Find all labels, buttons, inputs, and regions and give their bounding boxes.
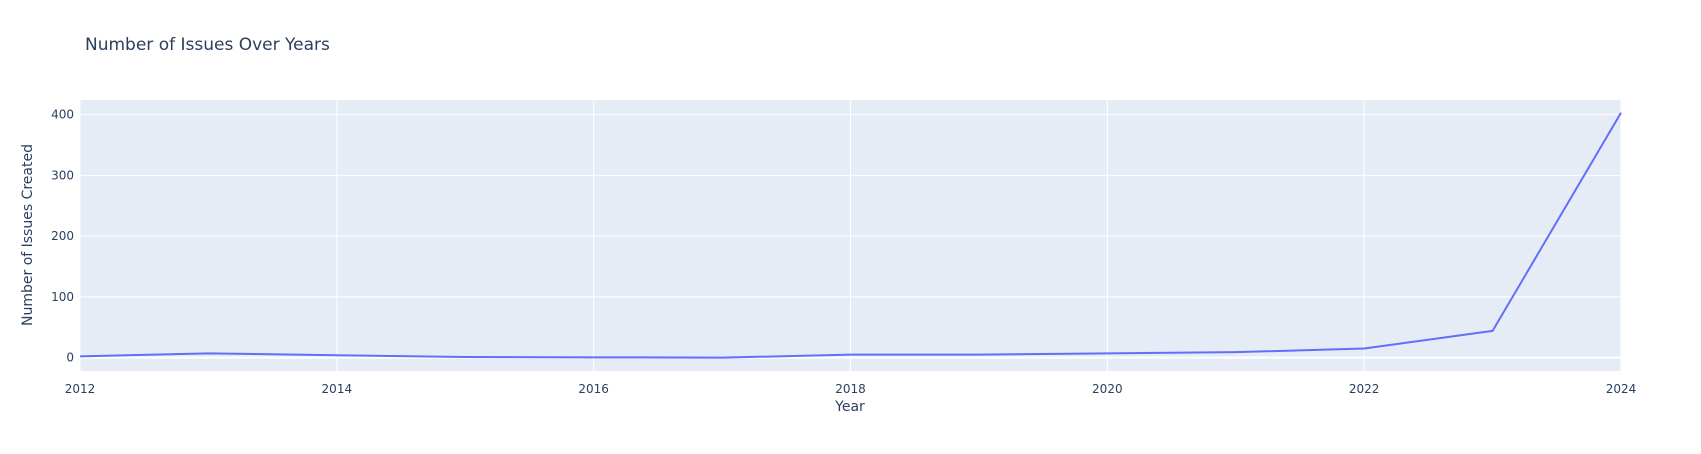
x-tick-label: 2016 <box>578 382 609 396</box>
x-gridlines <box>79 100 1622 371</box>
x-tick-labels: 2012 2014 2016 2018 2020 2022 2024 <box>65 382 1637 396</box>
chart-title: Number of Issues Over Years <box>85 35 330 55</box>
y-tick-label: 0 <box>66 351 74 365</box>
y-tick-label: 400 <box>51 108 74 122</box>
y-tick-labels: 0 100 200 300 400 <box>51 108 74 365</box>
x-tick-label: 2014 <box>322 382 353 396</box>
y-tick-label: 200 <box>51 229 74 243</box>
y-tick-label: 100 <box>51 290 74 304</box>
y-gridlines <box>80 114 1621 359</box>
y-axis-label: Number of Issues Created <box>20 144 36 326</box>
y-tick-label: 300 <box>51 168 74 182</box>
x-tick-label: 2022 <box>1349 382 1380 396</box>
x-tick-label: 2018 <box>835 382 866 396</box>
x-tick-label: 2020 <box>1092 382 1123 396</box>
series-layer <box>79 112 1622 359</box>
series-line <box>79 112 1622 359</box>
x-axis-label: Year <box>834 399 865 415</box>
x-tick-label: 2012 <box>65 382 96 396</box>
x-tick-label: 2024 <box>1606 382 1637 396</box>
